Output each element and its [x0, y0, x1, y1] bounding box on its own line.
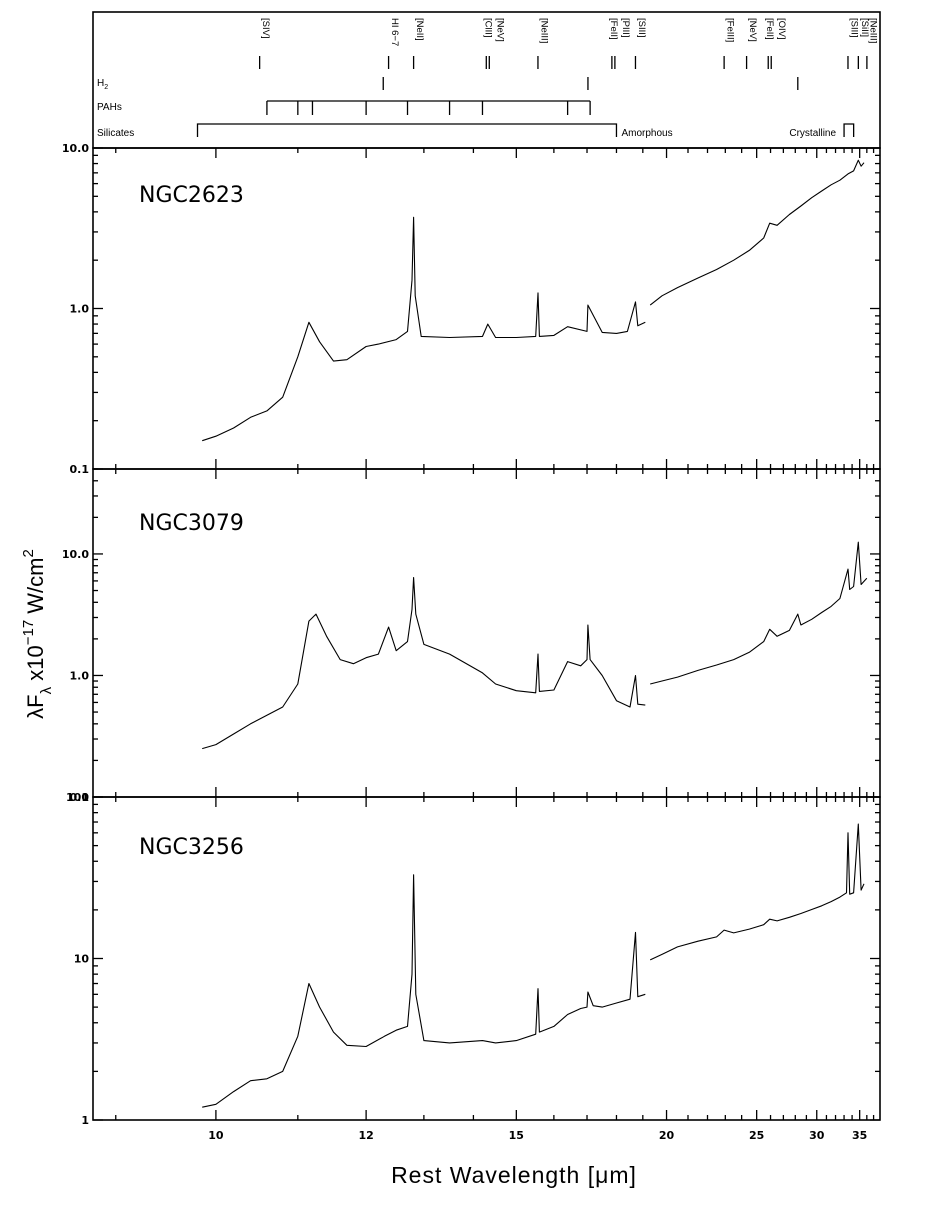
- line-id-label: [PIII]: [620, 18, 631, 38]
- svg-text:λFλ x10−17 W/cm2: λFλ x10−17 W/cm2: [20, 549, 55, 719]
- line-id-label: [FeIII]: [725, 18, 736, 42]
- line-marker: [SIII]: [634, 18, 647, 69]
- line-marker: [NeII]: [412, 18, 425, 69]
- h2-label: H2: [97, 78, 108, 91]
- y-label-sub: λ: [38, 686, 55, 694]
- spectrum-segment-1: [202, 874, 646, 1108]
- galaxy-name-ngc3079: NGC3079: [139, 511, 244, 536]
- y-label-main: λF: [23, 694, 48, 718]
- spectrum-segment-2: [650, 541, 868, 685]
- y-label-exp: −17: [20, 620, 37, 645]
- line-marker: [ClII] [NeV]: [482, 18, 505, 69]
- line-marker: HI 6−7: [387, 18, 400, 69]
- y-tick-label: 100: [66, 791, 89, 804]
- x-tick-label: 25: [749, 1129, 764, 1142]
- line-id-label: [NeIII]: [867, 18, 878, 43]
- silicates-label: Silicates: [97, 128, 134, 139]
- line-marker: [FeII] [PIII]: [608, 18, 631, 69]
- line-id-label: [NeV]: [747, 18, 758, 42]
- galaxy-name-ngc2623: NGC2623: [139, 183, 244, 208]
- line-id-label: [SIII]: [636, 18, 647, 38]
- x-tick-label: 35: [852, 1129, 867, 1142]
- line-id-label: [NeII]: [414, 18, 425, 41]
- galaxy-name-ngc3256: NGC3256: [139, 835, 244, 860]
- line-id-label: HI 6−7: [389, 18, 400, 46]
- line-id-label: [FeII]: [764, 18, 775, 40]
- line-marker: [NeIII]: [537, 18, 550, 69]
- spectrum-segment-1: [202, 216, 646, 442]
- line-marker: [SiII]: [857, 18, 870, 69]
- y-tick-label: 10.0: [62, 142, 89, 155]
- line-marker: [SIII]: [847, 18, 860, 69]
- x-axis-label: Rest Wavelength [μm]: [391, 1162, 637, 1188]
- line-marker: [SIV]: [258, 18, 271, 69]
- line-id-label: [ClII]: [482, 18, 493, 38]
- y-label-unit-exp: 2: [20, 549, 37, 557]
- amorphous-label: Amorphous: [621, 128, 672, 139]
- spectrum-segment-2: [649, 159, 865, 306]
- line-identification-panel: [SIV] HI 6−7 [NeII] [ClII] [NeV] [NeIII] [FeII…: [92, 11, 881, 149]
- y-tick-label: 0.1: [70, 791, 90, 804]
- line-id-label: [SIII]: [849, 18, 860, 38]
- line-marker: [NeV]: [745, 18, 758, 69]
- crystalline-label: Crystalline: [789, 128, 836, 139]
- y-label-unit: W/cm: [23, 558, 48, 620]
- line-id-label: [NeIII]: [539, 18, 550, 43]
- y-axis-label: λFλ x10−17 W/cm2: [20, 549, 55, 719]
- crystalline-bracket: [843, 123, 855, 137]
- x-tick-label: 15: [509, 1129, 524, 1142]
- y-tick-label: 1.0: [70, 669, 90, 682]
- y-tick-label: 1: [81, 1114, 89, 1127]
- line-id-label: [SIV]: [260, 18, 271, 39]
- spectrum-segment-1: [202, 576, 646, 750]
- x-tick-label: 30: [809, 1129, 825, 1142]
- line-id-label: [NeV]: [494, 18, 505, 42]
- x-tick-label: 10: [208, 1129, 224, 1142]
- y-tick-label: 0.1: [70, 463, 90, 476]
- x-tick-label: 12: [358, 1129, 373, 1142]
- line-id-label: [FeII]: [608, 18, 619, 40]
- y-tick-label: 10.0: [62, 548, 89, 561]
- pahs-label: PAHs: [97, 102, 122, 113]
- line-marker: [FeIII]: [723, 18, 736, 69]
- panel-ngc3256: 1 10 100 10 12 15 20 25 30 35: [66, 791, 881, 1142]
- y-label-factor: x10: [23, 645, 48, 687]
- x-tick-label: 20: [659, 1129, 675, 1142]
- line-id-label: [SiII]: [859, 18, 870, 37]
- y-tick-label: 1.0: [70, 303, 90, 316]
- y-tick-label: 10: [74, 953, 90, 966]
- line-marker: [FeII] [OIV]: [764, 18, 787, 69]
- line-marker: [NeIII]: [866, 18, 878, 69]
- line-id-label: [OIV]: [776, 18, 787, 40]
- spectrum-segment-2: [649, 823, 865, 961]
- amorphous-bracket: [196, 123, 618, 137]
